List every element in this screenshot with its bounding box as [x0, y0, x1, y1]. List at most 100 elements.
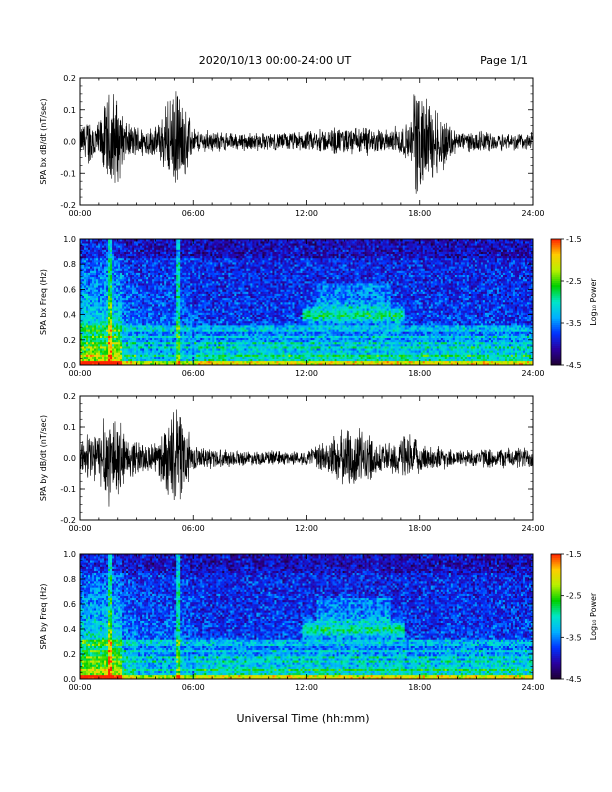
spectrogram-cell [138, 342, 140, 344]
spectrogram-cell [102, 294, 104, 296]
spectrogram-cell [150, 262, 152, 264]
spectrogram-cell [162, 336, 164, 338]
spectrogram-cell [104, 348, 106, 350]
spectrogram-cell [230, 250, 232, 252]
spectrogram-cell [226, 279, 228, 281]
spectrogram-cell [228, 323, 230, 325]
spectrogram-cell [240, 298, 242, 300]
spectrogram-cell [242, 355, 244, 357]
spectrogram-cell [144, 271, 146, 273]
spectrogram-cell [236, 292, 238, 294]
spectrogram-cell [204, 277, 206, 279]
spectrogram-cell [152, 350, 154, 352]
spectrogram-cell [194, 306, 196, 308]
spectrogram-cell [174, 292, 176, 294]
spectrogram-cell [218, 241, 220, 243]
spectrogram-cell [170, 344, 172, 346]
spectrogram-cell [160, 264, 162, 266]
spectrogram-cell [206, 264, 208, 266]
spectrogram-cell [142, 319, 144, 321]
spectrogram-cell [184, 262, 186, 264]
spectrogram-cell [134, 285, 136, 287]
spectrogram-cell [140, 285, 142, 287]
spectrogram-cell [112, 342, 114, 344]
spectrogram-cell [156, 355, 158, 357]
spectrogram-cell [222, 355, 224, 357]
spectrogram-cell [142, 315, 144, 317]
spectrogram-cell [146, 260, 148, 262]
spectrogram-cell [192, 283, 194, 285]
spectrogram-cell [138, 287, 140, 289]
spectrogram-cell [164, 264, 166, 266]
spectrogram-cell [222, 344, 224, 346]
spectrogram-cell [148, 334, 150, 336]
spectrogram-cell [186, 338, 188, 340]
spectrogram-cell [126, 327, 128, 329]
spectrogram-cell [112, 279, 114, 281]
spectrogram-cell [110, 296, 112, 298]
spectrogram-cell [180, 260, 182, 262]
spectrogram-cell [200, 327, 202, 329]
spectrogram-cell [168, 296, 170, 298]
spectrogram-cell [174, 300, 176, 302]
spectrogram-cell [122, 300, 124, 302]
spectrogram-cell [210, 279, 212, 281]
spectrogram-cell [194, 275, 196, 277]
spectrogram-cell [166, 279, 168, 281]
spectrogram-cell [172, 306, 174, 308]
spectrogram-cell [92, 329, 94, 331]
spectrogram-cell [100, 283, 102, 285]
spectrogram-cell [178, 279, 180, 281]
spectrogram-cell [126, 325, 128, 327]
spectrogram-cell [144, 323, 146, 325]
spectrogram-cell [172, 323, 174, 325]
spectrogram-cell [192, 355, 194, 357]
spectrogram-cell [146, 287, 148, 289]
spectrogram-cell [162, 279, 164, 281]
spectrogram-cell [112, 260, 114, 262]
spectrogram-cell [138, 306, 140, 308]
spectrogram-cell [152, 264, 154, 266]
spectrogram-cell [112, 292, 114, 294]
spectrogram-cell [118, 260, 120, 262]
spectrogram-cell [130, 321, 132, 323]
spectrogram-cell [94, 325, 96, 327]
spectrogram-cell [118, 325, 120, 327]
spectrogram-cell [222, 241, 224, 243]
spectrogram-cell [174, 298, 176, 300]
spectrogram-cell [206, 302, 208, 304]
spectrogram-cell [224, 281, 226, 283]
spectrogram-cell [166, 329, 168, 331]
spectrogram-cell [198, 315, 200, 317]
spectrogram-cell [214, 342, 216, 344]
spectrogram-cell [238, 350, 240, 352]
spectrogram-cell [230, 271, 232, 273]
spectrogram-cell [116, 260, 118, 262]
spectrogram-cell [138, 325, 140, 327]
spectrogram-cell [164, 283, 166, 285]
spectrogram-cell [178, 247, 180, 249]
spectrogram-cell [100, 260, 102, 262]
spectrogram-cell [200, 321, 202, 323]
spectrogram-cell [198, 289, 200, 291]
spectrogram-cell [222, 359, 224, 361]
spectrogram-cell [198, 283, 200, 285]
spectrogram-cell [200, 258, 202, 260]
spectrogram-cell [148, 279, 150, 281]
spectrogram-cell [204, 348, 206, 350]
spectrogram-cell [192, 348, 194, 350]
spectrogram-cell [204, 334, 206, 336]
spectrogram-cell [190, 306, 192, 308]
spectrogram-cell [146, 352, 148, 354]
spectrogram-cell [114, 256, 116, 258]
spectrogram-cell [206, 350, 208, 352]
spectrogram-cell [166, 273, 168, 275]
spectrogram-cell [94, 350, 96, 352]
spectrogram-cell [156, 346, 158, 348]
spectrogram-cell [172, 317, 174, 319]
spectrogram-cell [186, 348, 188, 350]
spectrogram-cell [234, 268, 236, 270]
spectrogram-cell [154, 359, 156, 361]
spectrogram-cell [214, 264, 216, 266]
spectrogram-cell [234, 262, 236, 264]
